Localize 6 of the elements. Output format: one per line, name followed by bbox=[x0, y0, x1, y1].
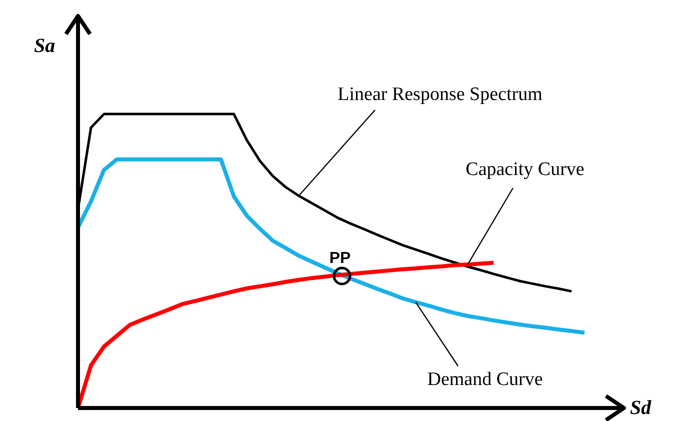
text: Capacity Curve bbox=[466, 159, 584, 180]
y-axis-title: Sa bbox=[34, 35, 56, 57]
annotation: PP bbox=[329, 250, 351, 267]
text: Demand Curve bbox=[427, 369, 543, 390]
x-axis-title: Sd bbox=[630, 397, 652, 419]
text: Linear Response Spectrum bbox=[338, 84, 543, 105]
